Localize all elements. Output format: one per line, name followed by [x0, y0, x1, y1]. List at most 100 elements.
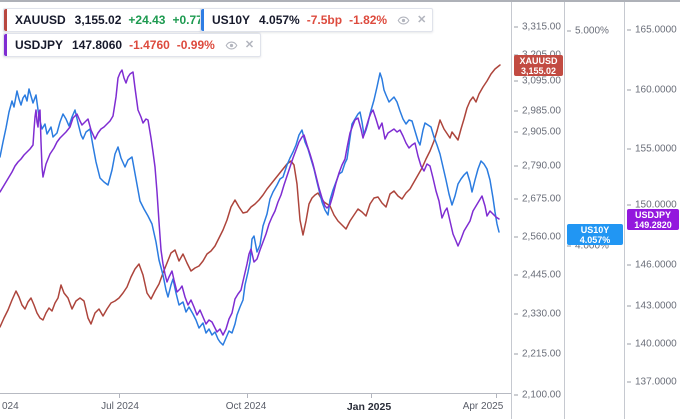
- legend-change-percent: -1.82%: [349, 13, 388, 27]
- time-tick-mark: [119, 394, 120, 398]
- price-tick-label: 2,905.00: [522, 126, 561, 138]
- tick-mark: [514, 274, 518, 276]
- price-label-line: 149.2820: [634, 220, 672, 230]
- price-tick: 165.0000: [627, 25, 680, 36]
- series-line-US10Y: [0, 72, 500, 346]
- close-icon[interactable]: ✕: [417, 13, 427, 26]
- tick-mark: [627, 381, 631, 383]
- price-tick-label: 2,675.00: [522, 193, 561, 205]
- price-label-line: 3,155.02: [520, 66, 557, 76]
- price-label-line: 4.057%: [579, 235, 611, 245]
- time-axis-label: 024: [2, 401, 19, 412]
- price-tick-label: 2,100.00: [522, 389, 561, 401]
- legend-change: -7.5bp: [306, 13, 343, 27]
- tick-mark: [514, 198, 518, 200]
- legend-symbol: USDJPY: [15, 38, 64, 52]
- price-label-US10Y: US10Y 4.057%: [567, 224, 623, 245]
- price-label-line: US10Y: [580, 225, 610, 235]
- price-tick-label: 137.0000: [635, 376, 677, 388]
- price-tick: 2,560.00: [514, 232, 564, 243]
- tick-mark: [627, 264, 631, 266]
- time-axis-label: Jan 2025: [346, 401, 392, 413]
- price-tick: 3,095.00: [514, 76, 564, 87]
- tick-mark: [514, 313, 518, 315]
- legend-item-USDJPY[interactable]: USDJPY 147.8060 -1.4760 -0.99% ✕: [3, 33, 262, 57]
- price-tick: 2,100.00: [514, 390, 564, 401]
- price-tick: 140.0000: [627, 339, 680, 350]
- price-scale-XAUUSD[interactable]: 3,315.003,205.003,095.002,985.002,905.00…: [511, 2, 564, 419]
- time-axis-label: Jul 2024: [101, 401, 139, 412]
- series-line-XAUUSD: [0, 64, 501, 328]
- legend-symbol: XAUUSD: [15, 13, 66, 27]
- series-color-bar: [4, 34, 7, 56]
- tick-mark: [567, 30, 571, 32]
- tick-mark: [514, 80, 518, 82]
- legend-last-value: 4.057%: [259, 13, 300, 27]
- price-tick: 2,985.00: [514, 106, 564, 117]
- price-tick: 2,905.00: [514, 127, 564, 138]
- series-color-bar: [4, 9, 7, 31]
- price-tick-label: 3,315.00: [522, 21, 561, 33]
- price-tick: 2,675.00: [514, 194, 564, 205]
- price-tick-label: 4.000%: [575, 240, 609, 252]
- legend-last-value: 147.8060: [72, 38, 123, 52]
- price-tick: 137.0000: [627, 377, 680, 388]
- price-tick-label: 143.0000: [635, 300, 677, 312]
- time-tick-mark: [371, 394, 372, 398]
- price-tick-label: 2,790.00: [522, 160, 561, 172]
- price-tick: 2,330.00: [514, 309, 564, 320]
- price-tick: 146.0000: [627, 260, 680, 271]
- tick-mark: [627, 343, 631, 345]
- tick-mark: [627, 29, 631, 31]
- chart-canvas[interactable]: XAUUSD3,155.02+24.43+0.77%✕US10Y4.057%-7…: [0, 2, 511, 393]
- legend-item-US10Y[interactable]: US10Y 4.057% -7.5bp -1.82% ✕: [200, 8, 434, 32]
- price-label-line: USDJPY: [634, 210, 671, 220]
- price-tick: 2,215.00: [514, 349, 564, 360]
- price-label-USDJPY: USDJPY 149.2820: [627, 209, 679, 230]
- time-tick-mark: [496, 394, 497, 398]
- tick-mark: [514, 165, 518, 167]
- price-tick: 3,315.00: [514, 22, 564, 33]
- tick-mark: [514, 353, 518, 355]
- time-axis[interactable]: 024 Jul 2024 Oct 2024 Jan 2025 Apr 2025: [0, 393, 511, 419]
- tick-mark: [627, 305, 631, 307]
- price-tick-label: 160.0000: [635, 84, 677, 96]
- legend-symbol: US10Y: [212, 13, 251, 27]
- price-tick-label: 2,445.00: [522, 269, 561, 281]
- price-label-XAUUSD: XAUUSD 3,155.02: [514, 55, 563, 76]
- time-axis-label: Oct 2024: [225, 401, 267, 412]
- tick-mark: [514, 236, 518, 238]
- price-tick-label: 2,215.00: [522, 348, 561, 360]
- price-tick-label: 155.0000: [635, 143, 677, 155]
- price-tick: 160.0000: [627, 85, 680, 96]
- price-tick-label: 2,985.00: [522, 105, 561, 117]
- price-lines-svg: [0, 64, 501, 346]
- time-tick-mark: [247, 394, 248, 398]
- tick-mark: [627, 204, 631, 206]
- legend-change-percent: -0.99%: [176, 38, 215, 52]
- close-icon[interactable]: ✕: [244, 38, 255, 51]
- tick-mark: [514, 394, 518, 396]
- price-label-line: XAUUSD: [519, 56, 558, 66]
- visibility-icon[interactable]: [225, 39, 238, 52]
- tick-mark: [514, 26, 518, 28]
- series-color-bar: [201, 9, 204, 31]
- price-tick: 150.0000: [627, 200, 680, 211]
- visibility-icon[interactable]: [397, 14, 410, 27]
- price-tick: 4.000%: [567, 241, 624, 252]
- tick-mark: [627, 89, 631, 91]
- price-tick-label: 150.0000: [635, 199, 677, 211]
- tick-mark: [567, 245, 571, 247]
- price-tick: 143.0000: [627, 301, 680, 312]
- price-tick-label: 2,330.00: [522, 308, 561, 320]
- price-tick: 2,790.00: [514, 161, 564, 172]
- price-tick-label: 140.0000: [635, 338, 677, 350]
- price-tick: 155.0000: [627, 144, 680, 155]
- series-line-USDJPY: [0, 69, 500, 336]
- price-scale-USDJPY[interactable]: 165.0000 160.0000 155.0000 150.0000 146.0000…: [624, 2, 680, 419]
- legend-last-value: 3,155.02: [74, 13, 122, 27]
- price-scale-US10Y[interactable]: 5.000% 4.000% US10Y 4.057%: [564, 2, 624, 419]
- tick-mark: [514, 110, 518, 112]
- price-tick-label: 165.0000: [635, 24, 677, 36]
